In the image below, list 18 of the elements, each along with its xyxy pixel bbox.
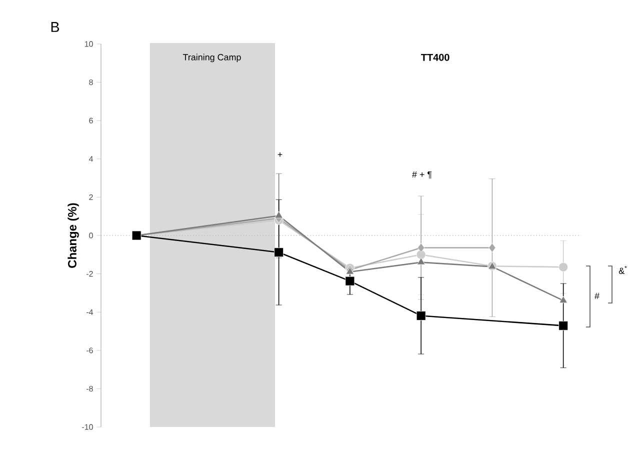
annotation: + bbox=[278, 152, 282, 157]
point bbox=[416, 311, 426, 320]
text: # bbox=[594, 292, 600, 300]
point bbox=[558, 262, 568, 272]
annotation: # + ¶ bbox=[412, 171, 432, 179]
text: &$^{*}$ bbox=[618, 266, 627, 274]
point bbox=[345, 276, 355, 286]
point bbox=[416, 258, 426, 265]
text: B bbox=[51, 22, 60, 32]
point bbox=[274, 211, 283, 218]
y-axis-title: Change (%) bbox=[68, 203, 79, 268]
point bbox=[558, 320, 568, 330]
point bbox=[488, 243, 496, 252]
annotation: Training Camp bbox=[182, 54, 241, 62]
point bbox=[274, 248, 284, 258]
text: TT400 bbox=[421, 54, 450, 61]
point bbox=[559, 296, 568, 304]
point bbox=[418, 243, 425, 252]
